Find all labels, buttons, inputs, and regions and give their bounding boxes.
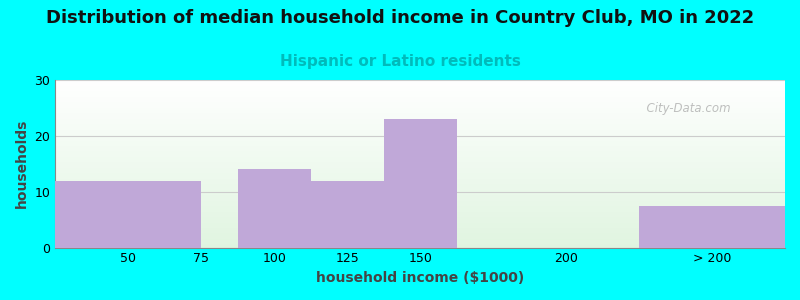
Bar	[639, 206, 785, 247]
Bar	[55, 181, 202, 248]
X-axis label: household income ($1000): household income ($1000)	[316, 271, 524, 285]
Y-axis label: households: households	[15, 119, 29, 208]
Bar	[310, 181, 384, 248]
Bar	[238, 169, 310, 247]
Text: City-Data.com: City-Data.com	[639, 102, 730, 115]
Text: Hispanic or Latino residents: Hispanic or Latino residents	[279, 54, 521, 69]
Bar	[384, 119, 457, 248]
Text: Distribution of median household income in Country Club, MO in 2022: Distribution of median household income …	[46, 9, 754, 27]
